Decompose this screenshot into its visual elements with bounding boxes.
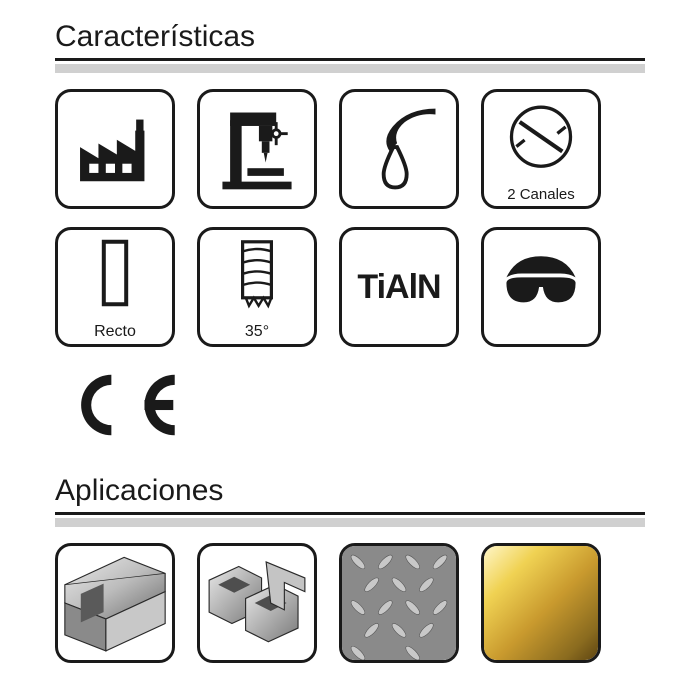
- divider-dark: [55, 512, 645, 515]
- divider-light: [55, 64, 645, 73]
- helix-angle-icon: 35°: [197, 227, 317, 347]
- tialn-text: TiAlN: [342, 230, 456, 344]
- two-flutes-caption: 2 Canales: [507, 187, 575, 206]
- factory-icon: [55, 89, 175, 209]
- drill-press-icon: [197, 89, 317, 209]
- steel-beam-icon: [55, 543, 175, 663]
- divider-light: [55, 518, 645, 527]
- safety-glasses-icon: [481, 227, 601, 347]
- two-flutes-icon: 2 Canales: [481, 89, 601, 209]
- brass-material-icon: [481, 543, 601, 663]
- straight-shank-caption: Recto: [94, 324, 136, 344]
- applications-title: Aplicaciones: [55, 474, 645, 508]
- divider-dark: [55, 58, 645, 61]
- ce-mark-icon: [55, 369, 645, 446]
- coolant-drop-icon: [339, 89, 459, 209]
- diamond-plate-icon: [339, 543, 459, 663]
- steel-profiles-icon: [197, 543, 317, 663]
- characteristics-title: Características: [55, 20, 645, 54]
- characteristics-grid: 2 Canales Recto 35° TiAlN: [55, 89, 645, 347]
- tialn-coating-icon: TiAlN: [339, 227, 459, 347]
- helix-angle-caption: 35°: [245, 324, 269, 344]
- applications-grid: [55, 543, 645, 663]
- straight-shank-icon: Recto: [55, 227, 175, 347]
